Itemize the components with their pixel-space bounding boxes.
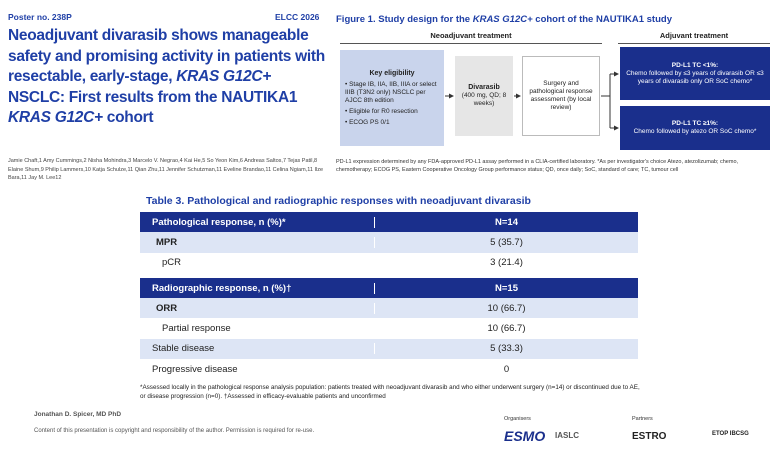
arrows	[445, 71, 619, 131]
figure-title: Figure 1. Study design for the KRAS G12C…	[336, 14, 672, 25]
table: Pathological response, n (%)* N=14 MPR 5 (3…	[140, 212, 638, 380]
row-value: 10 (66.7)	[487, 302, 526, 314]
meeting: ELCC 2026	[275, 12, 320, 22]
row-value: N=14	[495, 216, 518, 228]
title: Neoadjuvant divarasib shows manageable s…	[8, 26, 330, 129]
row-value: 0	[503, 363, 510, 375]
table-row: pCR 3 (21.4)	[140, 252, 638, 273]
copyright: Content of this presentation is copyrigh…	[34, 428, 315, 434]
title-part: NSCLC: First results from the NAUTIKA1	[8, 88, 298, 106]
eligibility-item-text: Stage IB, IIA, IIB, IIIA or select IIIB …	[345, 80, 437, 104]
eligibility-item-text: Eligible for R0 resection	[349, 107, 418, 115]
row-label: Stable disease	[140, 343, 375, 355]
figure-footnote: PD-L1 expression determined by any FDA-a…	[336, 159, 739, 173]
row-value: 10 (66.7)	[487, 323, 526, 335]
title-part: cohort of the NAUTIKA1 study	[532, 14, 672, 25]
adjuvant-title: PD-L1 TC ≥1%:	[671, 120, 719, 127]
table-row: Progressive disease 0	[140, 359, 638, 380]
adjuvant-box: PD-L1 TC <1%: Chemo followed by ≤3 years…	[620, 47, 770, 100]
adjuvant-text: Chemo followed by atezo OR SoC chemo*	[633, 128, 757, 135]
table-row: Partial response 10 (66.7)	[140, 318, 638, 339]
row-value: 3 (21.4)	[490, 257, 523, 269]
table-row: Pathological response, n (%)* N=14	[140, 212, 638, 233]
title-part: cohort	[102, 109, 154, 126]
organisers-label: Organisers	[504, 416, 531, 422]
drug-dose: (400 mg, QD; 8 weeks)	[461, 92, 507, 107]
surgery-box: Surgery and pathological response assess…	[522, 56, 600, 136]
eligibility-title: Key eligibility	[369, 69, 415, 77]
table-row: MPR 5 (35.7)	[140, 232, 638, 253]
row-label: Progressive disease	[140, 363, 375, 375]
row-value: 5 (35.7)	[490, 236, 523, 248]
adjuvant-box: PD-L1 TC ≥1%: Chemo followed by atezo OR…	[620, 106, 770, 150]
row-value: 5 (33.3)	[490, 343, 523, 355]
row-label: pCR	[140, 257, 375, 269]
drug-name: Divarasib	[468, 84, 500, 91]
neoadjuvant-header: Neoadjuvant treatment	[340, 31, 602, 44]
adjuvant-header: Adjuvant treatment	[618, 31, 770, 44]
table-row: ORR 10 (66.7)	[140, 298, 638, 319]
row-label: ORR	[140, 302, 375, 314]
row-label: Pathological response, n (%)*	[140, 216, 375, 228]
logo: IASLC	[555, 431, 579, 440]
logo: ESMO	[504, 428, 546, 444]
poster-no: Poster no. 238P	[8, 12, 72, 22]
table-footnote: *Assessed locally in the pathological re…	[140, 384, 640, 400]
eligibility-item: • ECOG PS 0/1	[345, 118, 390, 126]
title-part: KRAS G12C+	[176, 68, 272, 85]
row-label: Partial response	[140, 323, 375, 335]
drug-box: Divarasib (400 mg, QD; 8 weeks)	[455, 56, 513, 136]
authors: Jamie Chaft,1 Amy Cummings,2 Nisha Mohin…	[8, 158, 323, 181]
table-title: Table 3. Pathological and radiographic r…	[146, 195, 531, 207]
row-label: MPR	[140, 236, 375, 248]
title-part: Neoadjuvant divarasib shows manageable s…	[8, 27, 325, 85]
partners-label: Partners	[632, 416, 653, 422]
table-row: Radiographic response, n (%)† N=15	[140, 277, 638, 299]
eligibility-item-text: ECOG PS 0/1	[349, 118, 390, 126]
presenter: Jonathan D. Spicer, MD PhD	[34, 411, 122, 418]
title-part: KRAS G12C+	[8, 109, 103, 126]
adjuvant-text: Chemo followed by ≤3 years of divarasib …	[626, 69, 764, 85]
eligibility-box: Key eligibility • Stage IB, IIA, IIB, II…	[340, 50, 444, 146]
eligibility-item: • Stage IB, IIA, IIB, IIIA or select III…	[345, 80, 437, 104]
row-label: Radiographic response, n (%)†	[140, 282, 375, 294]
row-value: N=15	[495, 282, 518, 294]
table-row: Stable disease 5 (33.3)	[140, 338, 638, 360]
title-part: Figure 1. Study design for the	[336, 14, 473, 25]
logo: ESTRO	[632, 431, 667, 442]
logo: ETOP IBCSG	[712, 431, 749, 437]
title-part: KRAS G12C+	[472, 14, 533, 25]
adjuvant-title: PD-L1 TC <1%:	[671, 61, 719, 69]
eligibility-item: • Eligible for R0 resection	[345, 107, 418, 115]
